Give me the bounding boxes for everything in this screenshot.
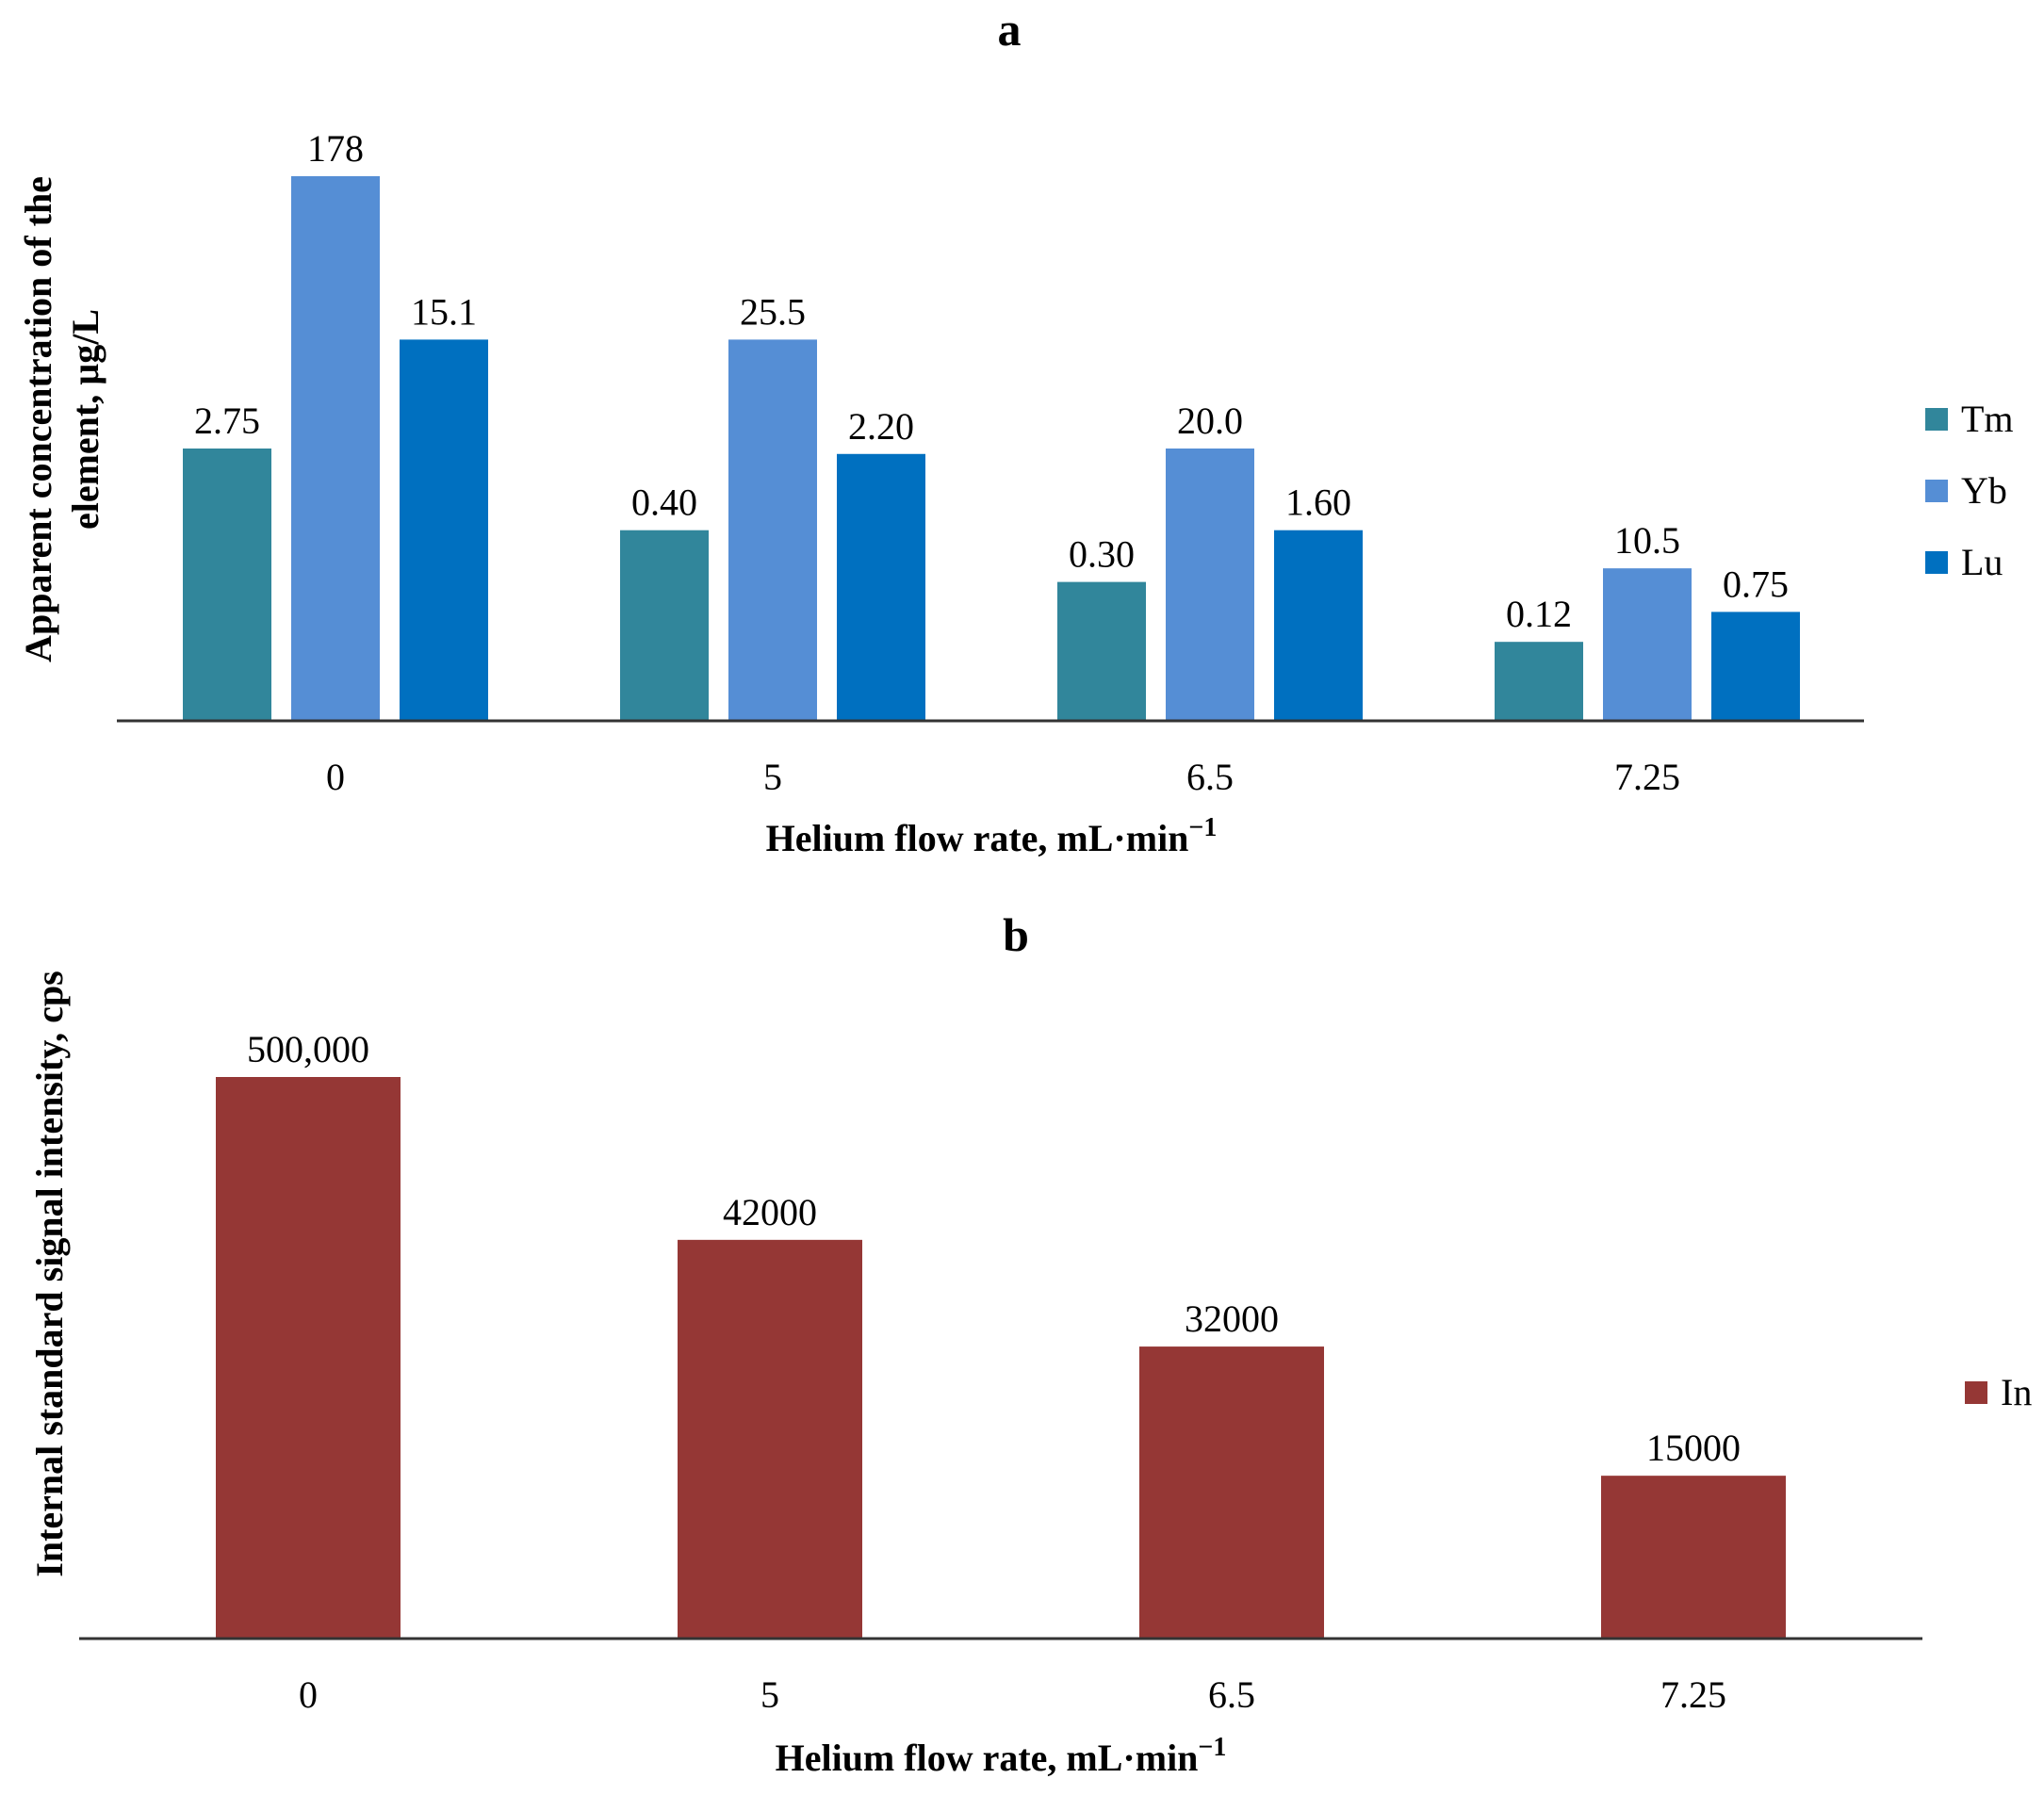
panel-b-x-tick-label-1: 5: [760, 1673, 779, 1716]
panel-a-data-label-lu-2: 1.60: [1285, 481, 1351, 524]
panel-b-legend-label-in: In: [2001, 1371, 2032, 1413]
panel-a-data-label-tm-2: 0.30: [1069, 533, 1135, 576]
panel-a-x-tick-label-2: 6.5: [1186, 756, 1234, 798]
panel-a-x-tick-label-0: 0: [326, 756, 345, 798]
panel-a-xlabel: Helium flow rate, mL·min−1: [766, 813, 1218, 859]
panel-b-x-ticks: 0 5 6.5 7.25: [299, 1673, 1726, 1716]
panel-a-label: a: [998, 3, 1022, 56]
panel-a-data-label-yb-3: 10.5: [1614, 519, 1680, 562]
panel-a-bars: 2.75 178 15.1 0.40 25.5 2.20 0.30 20.0 1.60 0.12 1…: [183, 127, 1800, 721]
panel-a-bar-lu-3: [1711, 612, 1800, 721]
panel-b: b Internal standard signal intensity, cp…: [28, 908, 2032, 1779]
panel-a-data-label-tm-1: 0.40: [631, 481, 697, 524]
panel-a-legend-swatch-lu: [1925, 551, 1948, 574]
panel-a: a Apparent concentration of the element,…: [17, 3, 2014, 859]
panel-b-xlabel-sup: −1: [1198, 1733, 1226, 1762]
panel-b-legend-swatch-in: [1965, 1381, 1987, 1404]
panel-a-legend-label-lu: Lu: [1961, 541, 2003, 583]
panel-b-bar-in-3: [1601, 1476, 1786, 1639]
panel-b-xlabel: Helium flow rate, mL·min−1: [776, 1733, 1227, 1779]
panel-a-bar-yb-3: [1603, 568, 1692, 721]
panel-a-legend-swatch-tm: [1925, 408, 1948, 431]
panel-a-data-label-lu-1: 2.20: [848, 405, 914, 448]
panel-a-bar-tm-3: [1495, 642, 1583, 721]
panel-a-x-tick-label-1: 5: [763, 756, 782, 798]
panel-a-ylabel-line1: Apparent concentration of the: [17, 176, 59, 662]
panel-a-legend: Tm Yb Lu: [1925, 398, 2014, 583]
panel-a-bar-tm-0: [183, 449, 271, 721]
panel-a-legend-label-yb: Yb: [1961, 469, 2007, 512]
panel-b-x-tick-label-3: 7.25: [1660, 1673, 1726, 1716]
panel-a-ylabel-line2: element, µg/L: [64, 309, 106, 530]
panel-b-label: b: [1003, 908, 1029, 961]
panel-a-x-ticks: 0 5 6.5 7.25: [326, 756, 1680, 798]
panel-a-bar-lu-0: [400, 339, 488, 721]
panel-b-data-label-in-2: 32000: [1185, 1297, 1279, 1340]
panel-a-x-tick-label-3: 7.25: [1614, 756, 1680, 798]
panel-b-legend: In: [1965, 1371, 2032, 1413]
panel-b-x-tick-label-2: 6.5: [1208, 1673, 1255, 1716]
panel-a-bar-tm-2: [1057, 581, 1146, 721]
panel-a-legend-label-tm: Tm: [1961, 398, 2014, 440]
panel-b-data-label-in-0: 500,000: [247, 1028, 369, 1070]
panel-a-data-label-tm-0: 2.75: [194, 400, 260, 442]
panel-a-bar-tm-1: [620, 530, 709, 721]
panel-a-data-label-lu-0: 15.1: [411, 290, 477, 333]
panel-b-x-tick-label-0: 0: [299, 1673, 318, 1716]
panel-a-data-label-yb-2: 20.0: [1177, 400, 1243, 442]
panel-a-data-label-lu-3: 0.75: [1723, 563, 1789, 605]
panel-a-data-label-yb-0: 178: [307, 127, 364, 170]
panel-b-bar-in-2: [1139, 1346, 1324, 1639]
panel-a-bar-yb-1: [728, 339, 817, 721]
panel-a-data-label-yb-1: 25.5: [740, 290, 806, 333]
panel-a-bar-lu-2: [1274, 530, 1363, 721]
panel-b-bar-in-0: [216, 1077, 401, 1639]
panel-a-xlabel-sup: −1: [1188, 813, 1217, 842]
panel-b-bar-in-1: [678, 1239, 862, 1639]
panel-b-data-label-in-3: 15000: [1646, 1427, 1741, 1469]
panel-a-bar-yb-2: [1166, 449, 1254, 721]
panel-b-ylabel: Internal standard signal intensity, cps: [28, 971, 71, 1576]
panel-b-data-label-in-1: 42000: [723, 1191, 817, 1233]
panel-a-bar-yb-0: [291, 176, 380, 721]
panel-b-bars: 500,000 42000 32000 15000: [216, 1028, 1786, 1639]
panel-a-bar-lu-1: [837, 453, 925, 721]
panel-a-legend-swatch-yb: [1925, 480, 1948, 502]
panel-a-data-label-tm-3: 0.12: [1506, 593, 1572, 635]
